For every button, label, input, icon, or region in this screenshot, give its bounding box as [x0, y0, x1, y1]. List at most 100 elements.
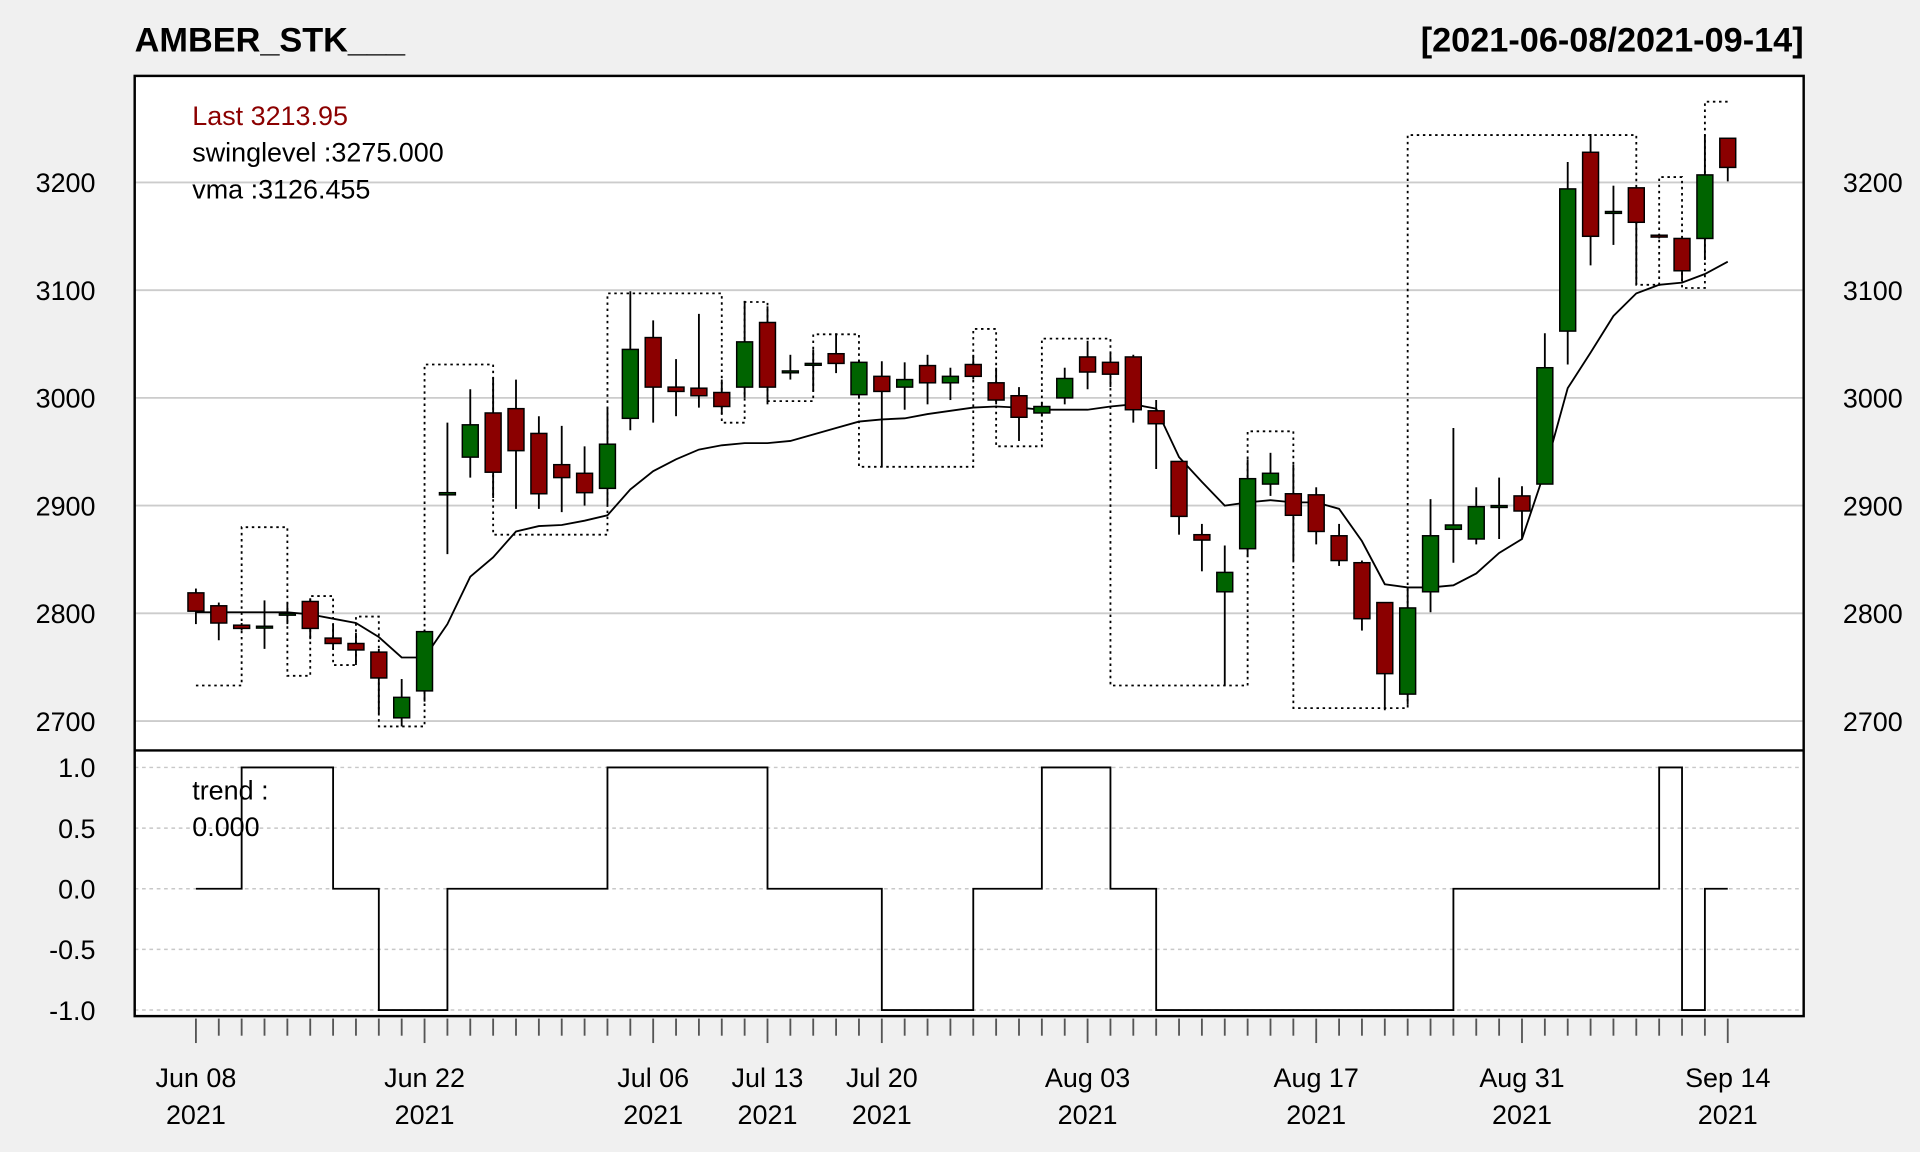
- candle-body: [1193, 533, 1211, 541]
- x-tick-label-year: 2021: [1492, 1100, 1552, 1130]
- candle-body: [210, 605, 228, 624]
- candle-body: [1010, 394, 1028, 419]
- legend-swinglevel: swinglevel :3275.000: [192, 138, 443, 168]
- x-tick-label: Jun 22: [384, 1063, 465, 1093]
- x-tick-label: Jul 20: [846, 1063, 918, 1093]
- swinglevel-line: [195, 100, 1728, 728]
- y-tick-label: 2900: [36, 491, 96, 521]
- candle-body: [1490, 504, 1508, 509]
- candle-body: [575, 472, 594, 494]
- candle-body: [1056, 377, 1074, 399]
- candle-body: [1307, 494, 1325, 533]
- x-tick-label: Jul 06: [617, 1063, 689, 1093]
- x-tick-label-year: 2021: [738, 1100, 798, 1130]
- candle-body: [1627, 187, 1645, 224]
- candle-body: [964, 363, 982, 378]
- candle-body: [484, 412, 502, 473]
- candle-body: [1147, 410, 1165, 425]
- y-tick-label: 0.0: [58, 875, 95, 905]
- candle-body: [1238, 477, 1257, 550]
- trend-line: [195, 766, 1728, 1011]
- candle-body: [1353, 561, 1371, 620]
- x-tick-label: Jul 13: [732, 1063, 804, 1093]
- chart-title: AMBER_STK___: [135, 21, 406, 59]
- candle-body: [347, 642, 365, 651]
- legend-last: Last 3213.95: [192, 101, 348, 131]
- candle-body: [873, 375, 891, 393]
- y-tick-label: 2800: [36, 599, 96, 629]
- y-tick-label-right: 2800: [1843, 599, 1903, 629]
- x-tick-label: Aug 03: [1045, 1063, 1130, 1093]
- candle-body: [553, 463, 571, 479]
- x-tick-label: Sep 14: [1685, 1063, 1770, 1093]
- candle-body: [1284, 493, 1303, 517]
- plot-background: [134, 75, 1804, 1017]
- candle-body: [1467, 505, 1485, 540]
- candle-body: [918, 364, 937, 384]
- candle-body: [1650, 234, 1668, 238]
- candle-body: [1421, 535, 1440, 593]
- plot-layer: 2700 2700 2800 2800 2900 2900 3000 3000 3100 3100…: [36, 100, 1903, 1130]
- candle-body: [690, 387, 708, 397]
- candle-body: [1033, 405, 1051, 414]
- y-tick-label-right: 2700: [1843, 707, 1903, 737]
- x-tick-label-year: 2021: [395, 1100, 455, 1130]
- candle-body: [301, 600, 319, 630]
- candle-body: [621, 348, 640, 420]
- candle-body: [1444, 524, 1463, 531]
- legend-trend: trend :: [192, 775, 268, 805]
- candle-body: [1398, 607, 1417, 695]
- candle-body: [187, 592, 205, 612]
- candle-body: [1673, 237, 1691, 272]
- candle-body: [1101, 361, 1120, 375]
- x-tick-label-year: 2021: [166, 1100, 226, 1130]
- candle-body: [530, 432, 548, 495]
- vma-line: [195, 260, 1729, 659]
- candle-body: [1170, 460, 1188, 518]
- candle-body: [827, 352, 845, 365]
- candle-body: [1124, 356, 1143, 411]
- candle-body: [1376, 601, 1394, 675]
- candle-body: [438, 491, 457, 496]
- candle-body: [1719, 137, 1737, 169]
- y-tick-label: 3200: [36, 168, 96, 198]
- y-tick-label: 3100: [36, 276, 96, 306]
- candle-body: [781, 370, 800, 374]
- legend-vma: vma :3126.455: [192, 174, 370, 204]
- candle-body: [941, 375, 960, 384]
- y-tick-label: -0.5: [49, 935, 95, 965]
- candle-body: [1216, 571, 1234, 593]
- candle-body: [1696, 174, 1714, 240]
- y-tick-label: -1.0: [49, 996, 95, 1026]
- x-tick-label-year: 2021: [1698, 1100, 1758, 1130]
- legend-trend-value: 0.000: [192, 812, 259, 842]
- x-tick-label: Aug 31: [1479, 1063, 1564, 1093]
- x-tick-label-year: 2021: [852, 1100, 912, 1130]
- x-tick-label-year: 2021: [623, 1100, 683, 1130]
- candle-body: [644, 336, 662, 388]
- y-tick-label: 0.5: [58, 814, 95, 844]
- candle-body: [1559, 188, 1577, 332]
- candle-body: [1581, 151, 1600, 238]
- candle-body: [804, 362, 822, 366]
- x-tick-label-year: 2021: [1286, 1100, 1346, 1130]
- candle-body: [1536, 366, 1554, 485]
- candle-body: [713, 391, 731, 408]
- date-range: [2021-06-08/2021-09-14]: [1421, 21, 1804, 59]
- candle-body: [1604, 210, 1623, 215]
- y-tick-label-right: 3200: [1843, 168, 1903, 198]
- candle-body: [255, 625, 274, 629]
- candle-body: [232, 624, 251, 630]
- candle-body: [850, 361, 868, 396]
- candle-body: [1261, 472, 1280, 485]
- y-tick-label-right: 3000: [1843, 384, 1903, 414]
- candle-body: [895, 378, 914, 388]
- y-tick-label: 1.0: [58, 753, 95, 783]
- candle-body: [987, 382, 1005, 401]
- y-tick-label-right: 2900: [1843, 491, 1903, 521]
- x-tick-label-year: 2021: [1058, 1100, 1118, 1130]
- candle-body: [370, 651, 388, 679]
- y-tick-label: 2700: [36, 707, 96, 737]
- candle-body: [758, 321, 777, 388]
